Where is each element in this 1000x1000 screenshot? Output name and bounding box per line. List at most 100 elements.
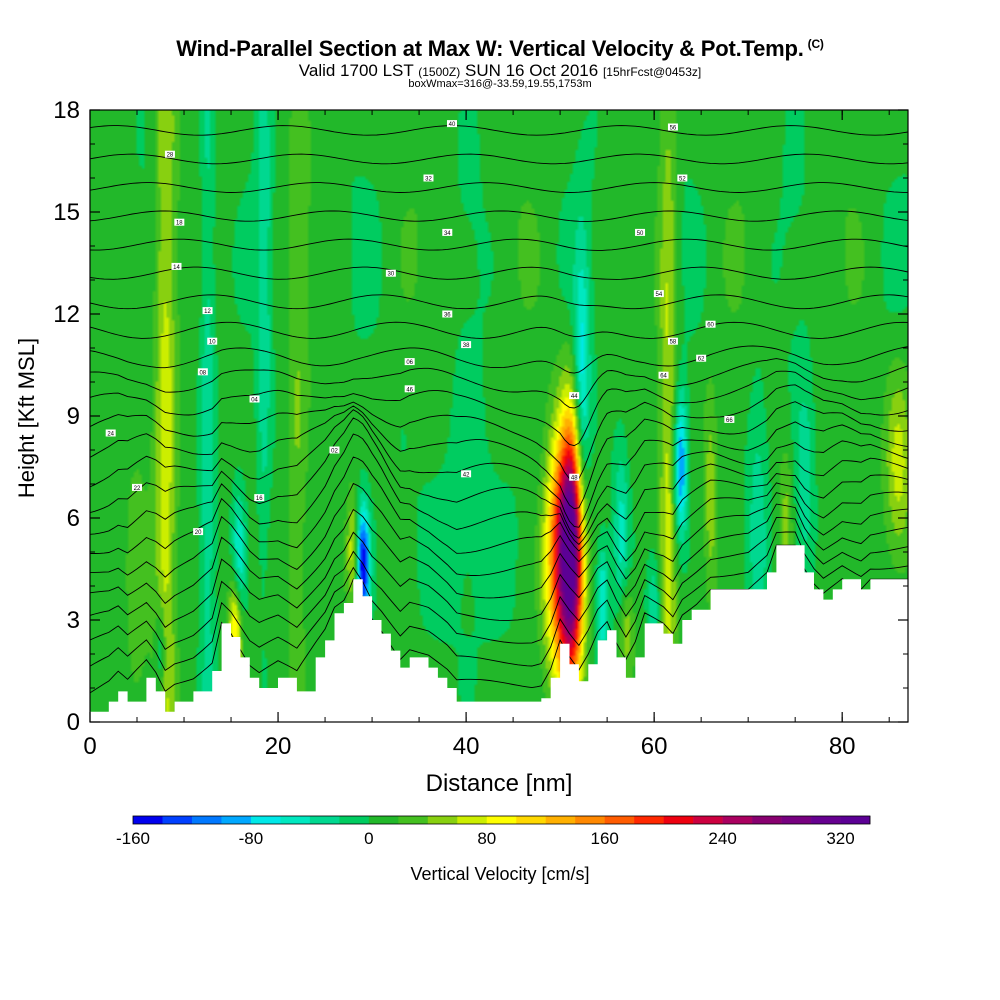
isentrope-line (90, 370, 908, 447)
svg-text:12: 12 (204, 309, 211, 315)
svg-text:34: 34 (444, 231, 451, 237)
isentrope-line (90, 294, 908, 310)
isentrope-label: 54 (653, 290, 664, 298)
isentrope-label: 44 (569, 392, 580, 400)
isentrope-label: 22 (132, 483, 143, 492)
colorbar-swatch (545, 816, 576, 824)
x-tick-label: 80 (829, 733, 856, 760)
svg-text:10: 10 (209, 340, 216, 346)
colorbar-swatch (516, 816, 547, 824)
copyright-mark: (C) (807, 36, 824, 51)
isentrope-label: 50 (635, 228, 646, 237)
y-tick-label: 6 (67, 505, 80, 532)
isentrope-line (90, 321, 908, 339)
svg-text:16: 16 (256, 496, 263, 502)
isentrope-line (90, 69, 908, 79)
isentrope-label: 62 (696, 354, 707, 363)
svg-text:60: 60 (707, 323, 714, 329)
isentrope-label: 48 (569, 473, 580, 482)
isentrope-label: 06 (404, 358, 415, 366)
chart-title: Wind-Parallel Section at Max W: Vertical… (176, 36, 824, 61)
colorbar-swatch (663, 816, 694, 824)
isentrope-label: 52 (677, 174, 688, 183)
isentrope-line (90, 125, 908, 136)
colorbar-tick-label: 160 (591, 829, 619, 848)
isentrope-label: 40 (446, 120, 457, 128)
isentrope-label: 24 (105, 429, 116, 438)
chart-box-info: boxWmax=316@-33.59,19.55,1753m (408, 78, 592, 90)
colorbar-swatch (250, 816, 281, 824)
isentrope-line (90, 384, 908, 482)
isentrope-label: 12 (202, 307, 213, 315)
isentrope-line (90, 401, 908, 510)
x-tick-label: 40 (453, 733, 480, 760)
colorbar-swatch (604, 816, 635, 824)
colorbar-swatch (693, 816, 723, 824)
isentrope-line (90, 358, 908, 409)
colorbar-swatch (398, 816, 429, 824)
x-tick-label: 20 (265, 733, 292, 760)
svg-text:62: 62 (698, 357, 705, 363)
isentrope-label: 66 (724, 415, 735, 424)
colorbar-tick-label: -160 (116, 829, 150, 848)
isentrope-line (90, 345, 908, 374)
isentrope-label: 14 (171, 262, 182, 271)
colorbar-tick-label: 80 (477, 829, 496, 848)
colorbar-swatch (309, 816, 340, 824)
isentrope-label: 10 (207, 337, 218, 346)
svg-text:06: 06 (406, 360, 413, 366)
svg-text:48: 48 (571, 476, 578, 482)
svg-text:36: 36 (444, 313, 451, 319)
colorbar-tick-label: 320 (826, 829, 854, 848)
svg-text:18: 18 (176, 221, 183, 227)
colorbar-swatch (162, 816, 193, 824)
isentrope-line (90, 433, 908, 546)
colorbar-tick-label: -80 (239, 829, 264, 848)
isentrope-line (90, 503, 908, 628)
svg-text:32: 32 (425, 177, 432, 183)
isentrope-line (90, 492, 908, 605)
colorbar-swatch (427, 816, 458, 824)
isentrope-line (90, 210, 908, 222)
colorbar-swatch (722, 816, 753, 824)
y-tick-label: 0 (67, 709, 80, 736)
isentrope-label: 18 (174, 218, 185, 227)
colorbar-tick-label: 0 (364, 829, 373, 848)
y-tick-label: 9 (67, 403, 80, 430)
isentrope-label: 34 (442, 228, 453, 237)
svg-text:20: 20 (195, 530, 202, 536)
colorbar-swatch (811, 816, 841, 824)
svg-text:38: 38 (463, 343, 470, 349)
svg-text:42: 42 (463, 472, 470, 478)
isentrope-line (90, 482, 908, 578)
svg-text:46: 46 (406, 387, 413, 393)
isentrope-line (90, 456, 908, 554)
colorbar-swatch (781, 816, 812, 824)
isentrope-label: 02 (329, 446, 340, 455)
y-tick-label: 3 (67, 607, 80, 634)
colorbar-swatch (133, 816, 163, 824)
isentrope-label: 56 (667, 123, 678, 132)
x-tick-label: 60 (641, 733, 668, 760)
svg-text:30: 30 (388, 272, 395, 278)
svg-text:40: 40 (449, 122, 456, 128)
isentrope-line (90, 417, 908, 539)
svg-text:02: 02 (331, 449, 338, 455)
isentrope-label: 42 (461, 470, 472, 478)
svg-text:14: 14 (173, 265, 180, 271)
colorbar: -160 -80 0 80 160 240 320 (116, 815, 871, 848)
svg-text:08: 08 (199, 370, 206, 376)
colorbar-swatch (634, 816, 664, 824)
isentrope-label: 60 (705, 320, 716, 329)
isentrope-label: 30 (385, 269, 396, 278)
potential-temperature-contours (90, 69, 908, 694)
svg-text:22: 22 (134, 486, 141, 492)
colorbar-swatch (280, 816, 311, 824)
svg-text:44: 44 (571, 394, 578, 400)
colorbar-swatch (339, 816, 370, 824)
x-tick-label: 0 (83, 733, 96, 760)
isentrope-line (90, 182, 908, 193)
x-axis-label: Distance [nm] (426, 770, 573, 797)
